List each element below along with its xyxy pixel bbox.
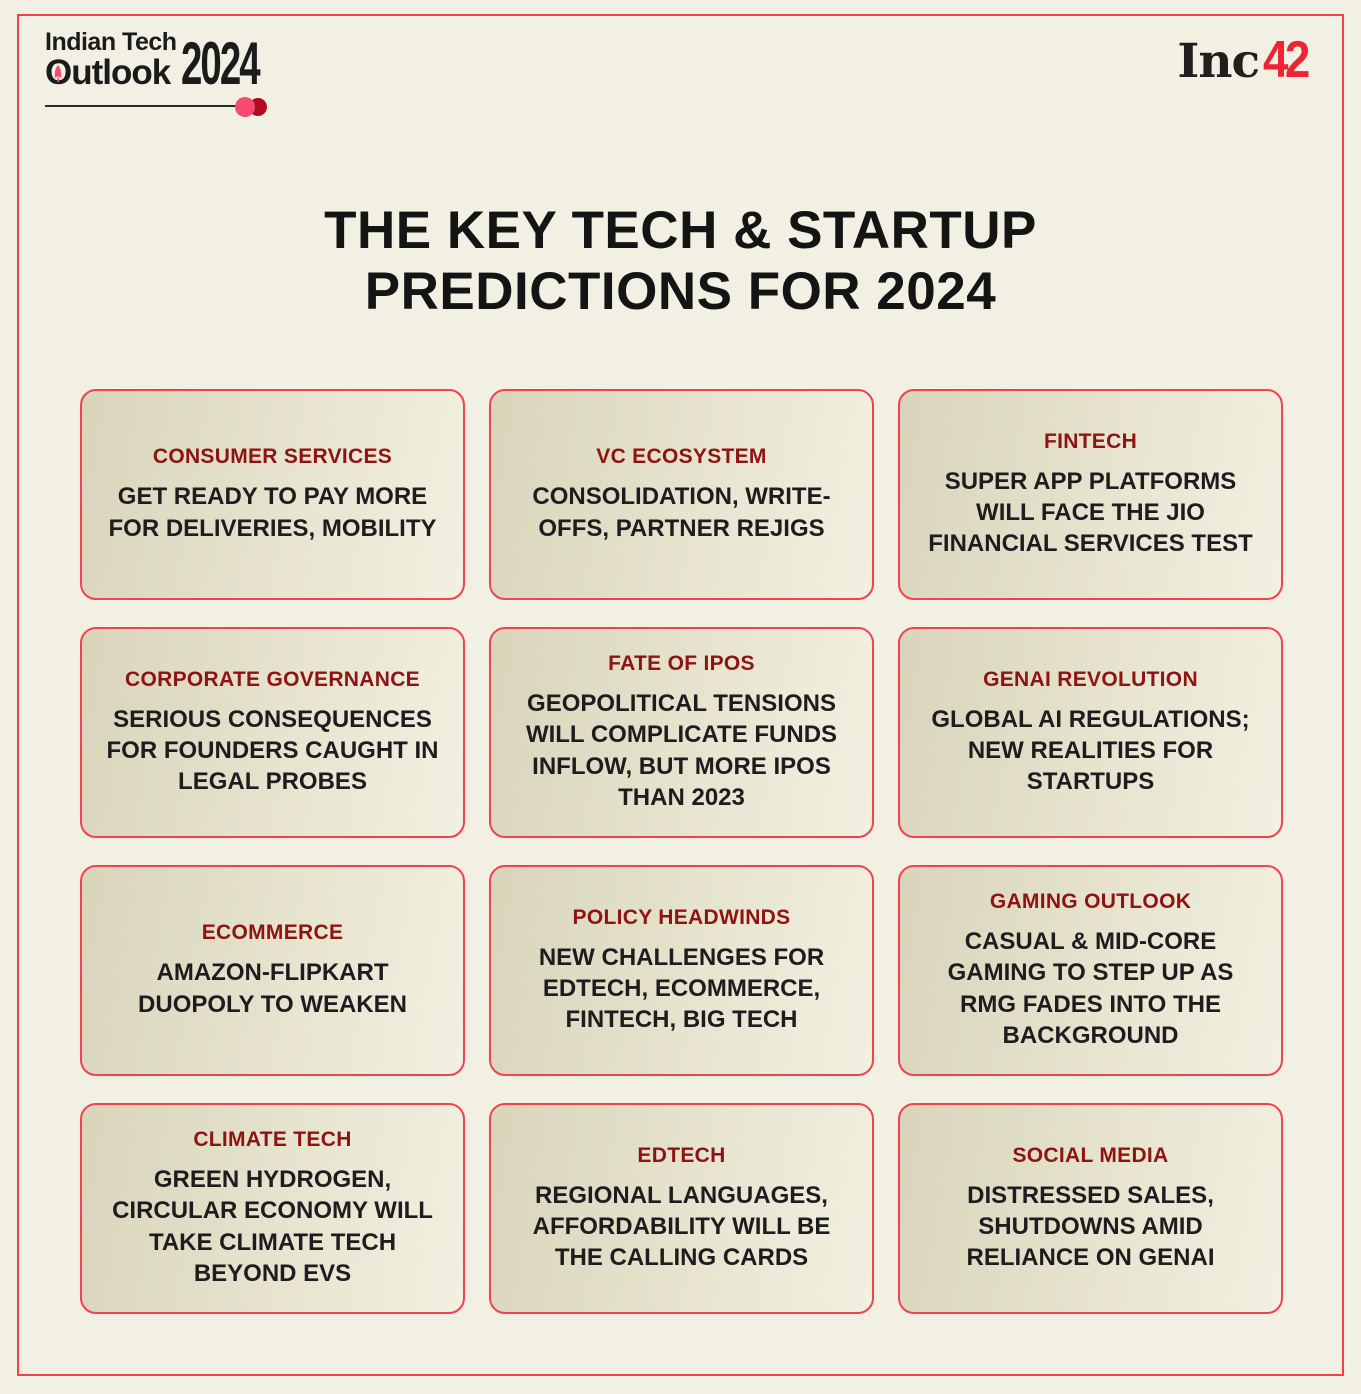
card-body: GEOPOLITICAL TENSIONS WILL COMPLICATE FU… [525,690,838,811]
card-body: GET READY TO PAY MORE FOR DELIVERIES, MO… [108,483,437,542]
card-body: GREEN HYDROGEN, CIRCULAR ECONOMY WILL TA… [112,1166,433,1287]
inc42-logo: Inc 42 [1177,30,1313,90]
card-heading: EDTECH [637,1143,726,1167]
card-heading: SOCIAL MEDIA [1012,1143,1169,1167]
brand-year: 2024 [180,29,261,97]
card-body: NEW CHALLENGES FOR EDTECH, ECOMMERCE, FI… [538,943,825,1034]
card-body: REGIONAL LANGUAGES, AFFORDABILITY WILL B… [532,1181,831,1272]
card-heading: CLIMATE TECH [193,1128,352,1152]
brand-outlook-rest: utlook [71,53,171,92]
card-heading: CONSUMER SERVICES [152,445,393,469]
card-climate-tech: CLIMATE TECH GREEN HYDROGEN, CIRCULAR EC… [80,1103,465,1314]
page-title-line2: PREDICTIONS FOR 2024 [364,262,997,322]
brand-line1: Indian Tech [45,28,177,56]
rocket-icon [54,65,62,84]
brand-outlook-o: O [45,55,72,90]
card-heading: GAMING OUTLOOK [989,890,1192,914]
indian-tech-outlook-logo: Indian Tech O utlook 2024 [45,28,302,97]
card-vc-ecosystem: VC ECOSYSTEM CONSOLIDATION, WRITE-OFFS, … [489,389,874,600]
card-policy-headwinds: POLICY HEADWINDS NEW CHALLENGES FOR EDTE… [489,865,874,1076]
card-fate-of-ipos: FATE OF IPOS GEOPOLITICAL TENSIONS WILL … [489,627,874,838]
inc42-logo-42: 42 [1263,31,1310,89]
card-heading: FINTECH [1043,429,1138,453]
card-body: AMAZON-FLIPKART DUOPOLY TO WEAKEN [138,959,407,1018]
card-social-media: SOCIAL MEDIA DISTRESSED SALES, SHUTDOWNS… [898,1103,1283,1314]
card-fintech: FINTECH SUPER APP PLATFORMS WILL FACE TH… [898,389,1283,600]
card-heading: FATE OF IPOS [608,652,755,676]
card-body: SUPER APP PLATFORMS WILL FACE THE JIO FI… [928,467,1253,558]
card-corporate-governance: CORPORATE GOVERNANCE SERIOUS CONSEQUENCE… [80,627,465,838]
card-heading: VC ECOSYSTEM [596,445,767,469]
page-title-line1: THE KEY TECH & STARTUP [324,201,1037,260]
logo-dot-pink-icon [235,97,255,117]
card-body: SERIOUS CONSEQUENCES FOR FOUNDERS CAUGHT… [106,705,439,796]
card-heading: GENAI REVOLUTION [983,667,1198,691]
card-body: DISTRESSED SALES, SHUTDOWNS AMID RELIANC… [966,1181,1215,1272]
card-edtech: EDTECH REGIONAL LANGUAGES, AFFORDABILITY… [489,1103,874,1314]
card-body: CONSOLIDATION, WRITE-OFFS, PARTNER REJIG… [532,483,831,542]
card-body: GLOBAL AI REGULATIONS; NEW REALITIES FOR… [931,705,1250,796]
inc42-logo-inc: Inc [1177,34,1260,89]
predictions-grid: CONSUMER SERVICES GET READY TO PAY MORE … [80,389,1283,1314]
brand-line2: O utlook [45,53,177,92]
card-consumer-services: CONSUMER SERVICES GET READY TO PAY MORE … [80,389,465,600]
card-ecommerce: ECOMMERCE AMAZON-FLIPKART DUOPOLY TO WEA… [80,865,465,1076]
card-genai-revolution: GENAI REVOLUTION GLOBAL AI REGULATIONS; … [898,627,1283,838]
brand-underline [45,105,247,107]
card-heading: CORPORATE GOVERNANCE [125,667,420,691]
card-body: CASUAL & MID-CORE GAMING TO STEP UP AS R… [947,928,1234,1049]
page-title: THE KEY TECH & STARTUP PREDICTIONS FOR 2… [0,200,1361,323]
card-gaming-outlook: GAMING OUTLOOK CASUAL & MID-CORE GAMING … [898,865,1283,1076]
card-heading: POLICY HEADWINDS [572,905,791,929]
card-heading: ECOMMERCE [201,921,344,945]
